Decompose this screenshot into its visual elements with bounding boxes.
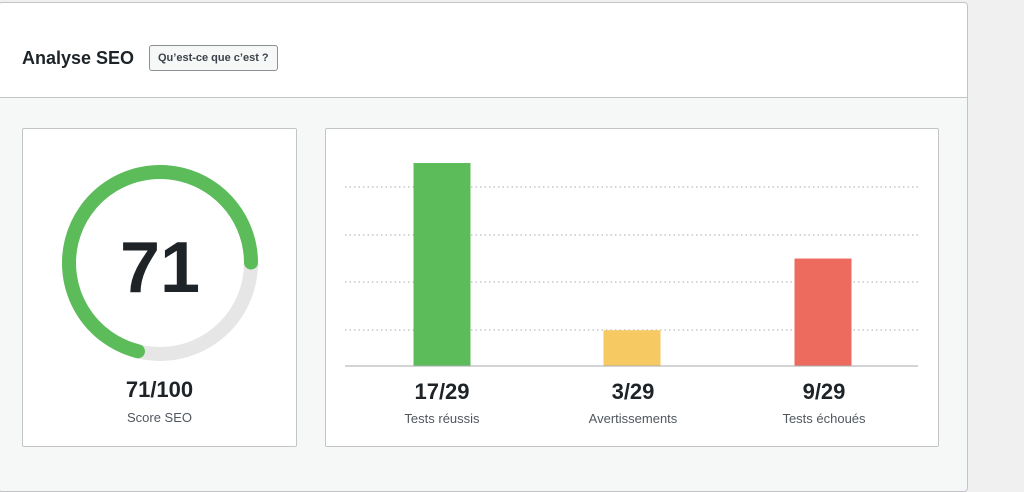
score-label: Score SEO — [126, 410, 193, 425]
panel-title: Analyse SEO — [22, 48, 135, 68]
score-summary: 71/100 — [125, 377, 194, 402]
bar-failed — [794, 258, 852, 366]
score-gauge: 71 — [62, 165, 258, 361]
tests-bar-chart — [345, 163, 918, 367]
passed-tests-label: Tests réussis — [404, 411, 480, 426]
bar-warnings — [603, 330, 661, 366]
warnings-label: Avertissements — [588, 411, 678, 426]
seo-score-card: 71 71/100 Score SEO — [22, 128, 297, 447]
warnings-value: 3/29 — [611, 379, 655, 404]
gauge-score-number: 71 — [120, 228, 200, 308]
failed-tests-label: Tests échoués — [782, 411, 866, 426]
passed-tests-value: 17/29 — [414, 379, 470, 404]
what-is-this-button[interactable]: Qu’est-ce que c’est ? — [149, 45, 278, 71]
tests-chart-card: 17/29 Tests réussis 3/29 Avertissements … — [325, 128, 939, 447]
panel-header: Analyse SEO Qu’est-ce que c’est ? — [0, 3, 967, 98]
seo-analysis-panel: Analyse SEO Qu’est-ce que c’est ? 71 71/… — [0, 2, 968, 492]
failed-tests-value: 9/29 — [802, 379, 846, 404]
bar-passed — [413, 163, 471, 366]
gauge-progress — [62, 165, 258, 361]
